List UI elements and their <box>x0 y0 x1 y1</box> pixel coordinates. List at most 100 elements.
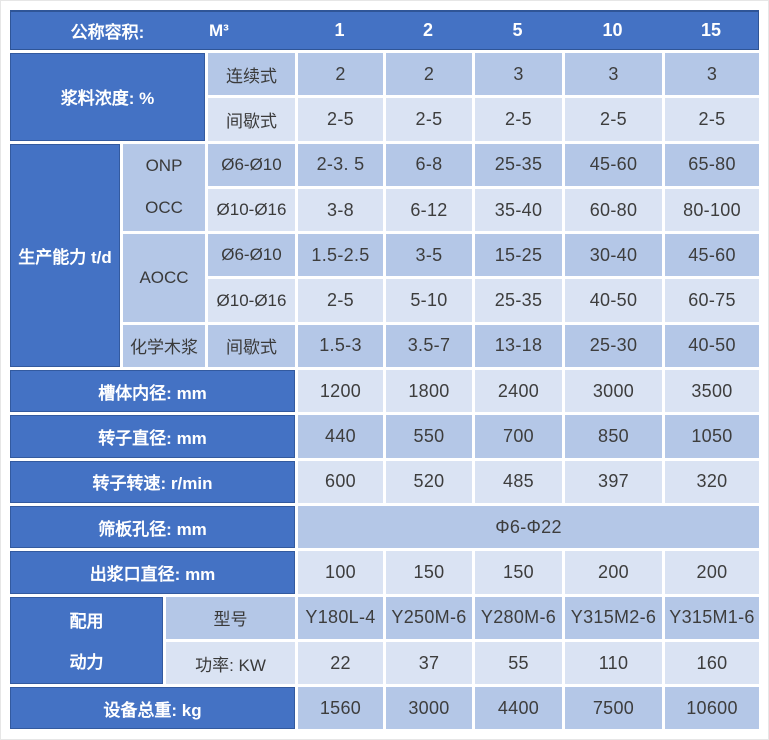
value-cell: 850 <box>565 415 662 458</box>
sublabel-batch: 间歇式 <box>208 324 295 368</box>
header-size-col-4: 10 <box>602 20 623 40</box>
value-cell-merged: Φ6-Φ22 <box>298 505 759 549</box>
value-cell: 200 <box>665 551 759 594</box>
header-size-col-2: 2 <box>422 20 433 40</box>
value-cell: Y315M2-6 <box>565 596 662 639</box>
value-cell: 25-30 <box>565 324 662 368</box>
sublabel-chemical-wood-pulp: 化学木浆 <box>123 324 205 368</box>
value-cell: 30-40 <box>565 234 662 277</box>
value-cell: 40-50 <box>665 324 759 368</box>
value-cell: 2-5 <box>386 98 472 141</box>
value-cell: 1.5-3 <box>298 324 383 368</box>
sublabel-occ: OCC <box>145 198 183 218</box>
sublabel-blade-range: Ø6-Ø10 <box>208 234 295 277</box>
value-cell: 160 <box>665 641 759 685</box>
label-motor-power: 配用 动力 <box>10 596 163 685</box>
value-cell: 37 <box>386 641 472 685</box>
value-cell: 440 <box>298 415 383 458</box>
value-cell: 2-3. 5 <box>298 143 383 186</box>
value-cell: 6-12 <box>386 188 472 232</box>
value-cell: 2400 <box>475 370 562 413</box>
sublabel-batch: 间歇式 <box>208 98 295 141</box>
value-cell: 200 <box>565 551 662 594</box>
value-cell: 2 <box>386 53 472 96</box>
value-cell: 2-5 <box>665 98 759 141</box>
label-motor-line1: 配用 <box>69 612 104 632</box>
value-cell: Y250M-6 <box>386 596 472 639</box>
sublabel-aocc: AOCC <box>123 234 205 322</box>
value-cell: 110 <box>565 641 662 685</box>
value-cell: 60-80 <box>565 188 662 232</box>
value-cell: 45-60 <box>565 143 662 186</box>
value-cell: 1560 <box>298 687 383 730</box>
value-cell: 4400 <box>475 687 562 730</box>
value-cell: 3000 <box>386 687 472 730</box>
value-cell: 2-5 <box>298 98 383 141</box>
value-cell: 45-60 <box>665 234 759 277</box>
value-cell: 1800 <box>386 370 472 413</box>
value-cell: 6-8 <box>386 143 472 186</box>
sublabel-power-kw: 功率: KW <box>166 641 295 685</box>
value-cell: 10600 <box>665 687 759 730</box>
value-cell: 3-5 <box>386 234 472 277</box>
value-cell: 55 <box>475 641 562 685</box>
spec-table: 公称容积: M³ 1 2 5 10 15 浆料浓度: % 连续式 2 2 3 3… <box>10 10 759 730</box>
value-cell: 600 <box>298 460 383 503</box>
value-cell: 100 <box>298 551 383 594</box>
value-cell: 2-5 <box>565 98 662 141</box>
value-cell: 150 <box>386 551 472 594</box>
value-cell: 1200 <box>298 370 383 413</box>
label-production-capacity: 生产能力 t/d <box>10 143 120 368</box>
value-cell: 15-25 <box>475 234 562 277</box>
value-cell: 35-40 <box>475 188 562 232</box>
value-cell: 80-100 <box>665 188 759 232</box>
value-cell: 65-80 <box>665 143 759 186</box>
label-total-weight: 设备总重: kg <box>10 687 295 730</box>
value-cell: Y180L-4 <box>298 596 383 639</box>
header-unit: M³ <box>209 20 229 40</box>
value-cell: 2 <box>298 53 383 96</box>
header-row: 公称容积: M³ 1 2 5 10 15 <box>10 10 759 50</box>
value-cell: 2-5 <box>475 98 562 141</box>
value-cell: 2-5 <box>298 279 383 322</box>
value-cell: 1.5-2.5 <box>298 234 383 277</box>
label-outlet-diameter: 出浆口直径: mm <box>10 551 295 594</box>
value-cell: 40-50 <box>565 279 662 322</box>
sublabel-onp-occ: ONP OCC <box>123 143 205 232</box>
value-cell: 3 <box>665 53 759 96</box>
value-cell: 150 <box>475 551 562 594</box>
value-cell: 320 <box>665 460 759 503</box>
value-cell: 60-75 <box>665 279 759 322</box>
value-cell: 520 <box>386 460 472 503</box>
value-cell: 3000 <box>565 370 662 413</box>
value-cell: 397 <box>565 460 662 503</box>
label-motor-line2: 动力 <box>69 653 104 673</box>
value-cell: Y315M1-6 <box>665 596 759 639</box>
header-size-col-5: 15 <box>700 20 722 40</box>
sublabel-continuous: 连续式 <box>208 53 295 96</box>
value-cell: 5-10 <box>386 279 472 322</box>
value-cell: 25-35 <box>475 279 562 322</box>
value-cell: 3500 <box>665 370 759 413</box>
value-cell: 550 <box>386 415 472 458</box>
value-cell: 7500 <box>565 687 662 730</box>
label-rotor-speed: 转子转速: r/min <box>10 460 295 503</box>
header-size-col-3: 5 <box>512 20 523 40</box>
sublabel-model: 型号 <box>166 596 295 639</box>
value-cell: 700 <box>475 415 562 458</box>
value-cell: 13-18 <box>475 324 562 368</box>
sublabel-onp: ONP <box>145 156 183 176</box>
value-cell: 22 <box>298 641 383 685</box>
value-cell: Y280M-6 <box>475 596 562 639</box>
sublabel-blade-range: Ø10-Ø16 <box>208 279 295 322</box>
value-cell: 3 <box>565 53 662 96</box>
label-screen-hole-diameter: 筛板孔径: mm <box>10 505 295 549</box>
label-nominal-volume: 公称容积: <box>70 23 145 42</box>
sublabel-blade-range: Ø6-Ø10 <box>208 143 295 186</box>
label-rotor-diameter: 转子直径: mm <box>10 415 295 458</box>
label-pulp-consistency: 浆料浓度: % <box>10 53 205 141</box>
value-cell: 25-35 <box>475 143 562 186</box>
value-cell: 3.5-7 <box>386 324 472 368</box>
label-tub-inner-diameter: 槽体内径: mm <box>10 370 295 413</box>
